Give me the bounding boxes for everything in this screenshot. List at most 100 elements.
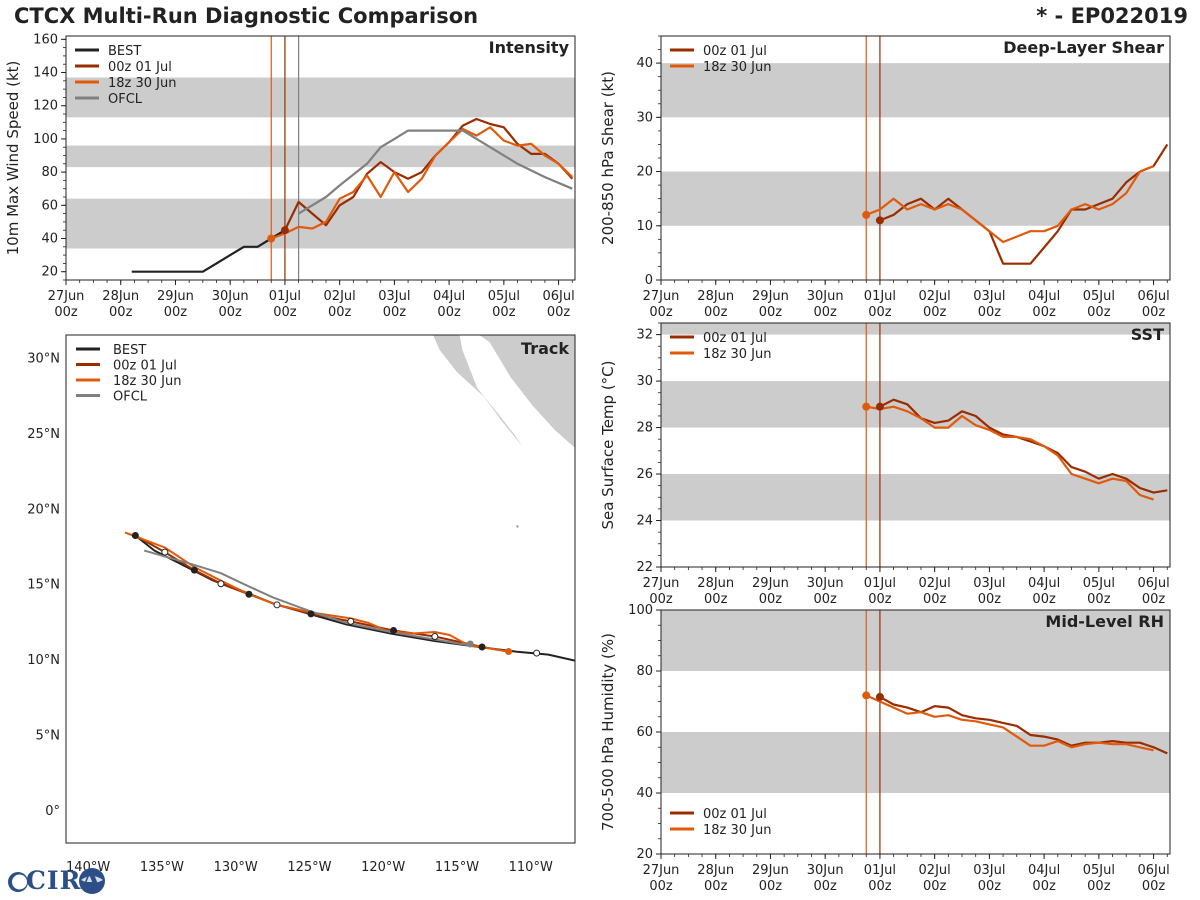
lon-label: 135°W bbox=[140, 860, 184, 875]
series-line-run00z bbox=[283, 117, 574, 231]
legend-label: 18z 30 Jun bbox=[703, 823, 772, 838]
xtick-hour: 00z bbox=[492, 305, 516, 320]
island-socorro bbox=[516, 525, 519, 528]
y-axis-label: 200-850 hPa Shear (kt) bbox=[599, 71, 617, 245]
xtick-hour: 00z bbox=[1142, 592, 1166, 607]
map-layer bbox=[124, 335, 575, 662]
series-line-run00z bbox=[879, 695, 1168, 755]
xtick-hour: 00z bbox=[923, 879, 947, 894]
xtick-hour: 00z bbox=[1087, 305, 1111, 320]
lon-label: 115°W bbox=[435, 860, 479, 875]
xtick-day: 06Jul bbox=[542, 289, 574, 304]
y-axis-label: 700-500 hPa Humidity (%) bbox=[599, 633, 617, 831]
xtick-hour: 00z bbox=[54, 305, 78, 320]
xtick-day: 28Jun bbox=[102, 289, 139, 304]
xtick-hour: 00z bbox=[759, 592, 783, 607]
ytick-label: 20 bbox=[636, 847, 653, 862]
panel-sst: 22242628303227Jun00z28Jun00z29Jun00z30Ju… bbox=[599, 322, 1171, 607]
legend-label: 18z 30 Jun bbox=[108, 76, 177, 91]
track-marker-best bbox=[478, 643, 486, 651]
xtick-hour: 00z bbox=[1087, 879, 1111, 894]
xtick-hour: 00z bbox=[328, 305, 352, 320]
xtick-day: 30Jun bbox=[807, 289, 844, 304]
lon-label: 120°W bbox=[361, 860, 405, 875]
xtick-day: 29Jun bbox=[752, 289, 789, 304]
frame bbox=[65, 334, 576, 844]
band-1 bbox=[661, 610, 1170, 671]
xtick-hour: 00z bbox=[868, 879, 892, 894]
band-0 bbox=[661, 171, 1170, 226]
ytick-label: 30 bbox=[636, 110, 653, 125]
xtick-hour: 00z bbox=[1032, 879, 1056, 894]
series-line-best bbox=[131, 229, 286, 273]
init-marker-run00z bbox=[875, 692, 884, 701]
xtick-hour: 00z bbox=[1087, 592, 1111, 607]
track-marker-run18z bbox=[505, 648, 513, 656]
xtick-hour: 00z bbox=[219, 305, 243, 320]
xtick-hour: 00z bbox=[164, 305, 188, 320]
ytick-label: 80 bbox=[636, 664, 653, 679]
ytick-label: 0 bbox=[645, 273, 653, 288]
xtick-hour: 00z bbox=[547, 305, 571, 320]
xtick-hour: 00z bbox=[383, 305, 407, 320]
xtick-day: 05Jul bbox=[488, 289, 520, 304]
series-line-run18z bbox=[270, 126, 574, 240]
track-marker-open bbox=[161, 548, 169, 556]
xtick-hour: 00z bbox=[704, 879, 728, 894]
ytick-label: 60 bbox=[636, 725, 653, 740]
figure-title: CTCX Multi-Run Diagnostic Comparison bbox=[14, 4, 479, 28]
track-marker-open bbox=[533, 649, 541, 657]
series-line-run00z bbox=[879, 143, 1169, 265]
series-line-run18z bbox=[865, 694, 1154, 752]
series-group bbox=[865, 143, 1169, 265]
xtick-day: 05Jul bbox=[1083, 863, 1115, 878]
ytick-label: 40 bbox=[636, 56, 653, 71]
xtick-hour: 00z bbox=[1032, 592, 1056, 607]
series-group bbox=[131, 117, 574, 273]
frame bbox=[660, 322, 1171, 568]
ytick-label: 20 bbox=[41, 265, 58, 280]
series-line-run18z bbox=[865, 165, 1155, 244]
logo-text: CIRA bbox=[26, 866, 102, 895]
track-marker-open bbox=[431, 632, 439, 640]
plot-area bbox=[661, 323, 1170, 567]
band-2 bbox=[661, 323, 1170, 335]
xtick-hour: 00z bbox=[978, 305, 1002, 320]
track-line-ofcl bbox=[143, 549, 471, 647]
xtick-hour: 00z bbox=[923, 592, 947, 607]
xtick-day: 01Jul bbox=[864, 576, 896, 591]
panel-title: Track bbox=[521, 339, 569, 358]
init-marker-run00z bbox=[875, 402, 884, 411]
y-axis-label: Sea Surface Temp (°C) bbox=[599, 360, 617, 529]
band-0 bbox=[661, 732, 1170, 793]
band-1 bbox=[66, 145, 575, 168]
frame bbox=[660, 609, 1171, 855]
xtick-hour: 00z bbox=[1142, 879, 1166, 894]
xtick-day: 05Jul bbox=[1083, 576, 1115, 591]
land-mainland bbox=[477, 335, 575, 449]
y-axis-label: 10m Max Wind Speed (kt) bbox=[4, 61, 22, 256]
legend-label: 00z 01 Jul bbox=[703, 331, 767, 346]
ytick-label: 10 bbox=[636, 219, 653, 234]
track-marker-best bbox=[131, 531, 139, 539]
panel-intensity: 2040608010012014016027Jun00z28Jun00z29Ju… bbox=[4, 32, 576, 320]
xtick-day: 04Jul bbox=[433, 289, 465, 304]
ytick-label: 20 bbox=[636, 165, 653, 180]
legend-label: 00z 01 Jul bbox=[108, 60, 172, 75]
xtick-day: 04Jul bbox=[1028, 863, 1060, 878]
ytick-label: 40 bbox=[41, 232, 58, 247]
frame bbox=[65, 35, 576, 281]
band-1 bbox=[661, 381, 1170, 428]
series-line-run00z bbox=[879, 398, 1168, 494]
xtick-hour: 00z bbox=[1032, 305, 1056, 320]
xtick-hour: 00z bbox=[649, 879, 673, 894]
legend-label: BEST bbox=[113, 343, 146, 358]
panel-title: Deep-Layer Shear bbox=[1003, 38, 1164, 57]
init-marker-run18z bbox=[862, 210, 871, 219]
xtick-day: 27Jun bbox=[643, 576, 680, 591]
xtick-hour: 00z bbox=[978, 879, 1002, 894]
xtick-hour: 00z bbox=[868, 305, 892, 320]
xtick-day: 02Jul bbox=[324, 289, 356, 304]
frame bbox=[660, 35, 1171, 281]
